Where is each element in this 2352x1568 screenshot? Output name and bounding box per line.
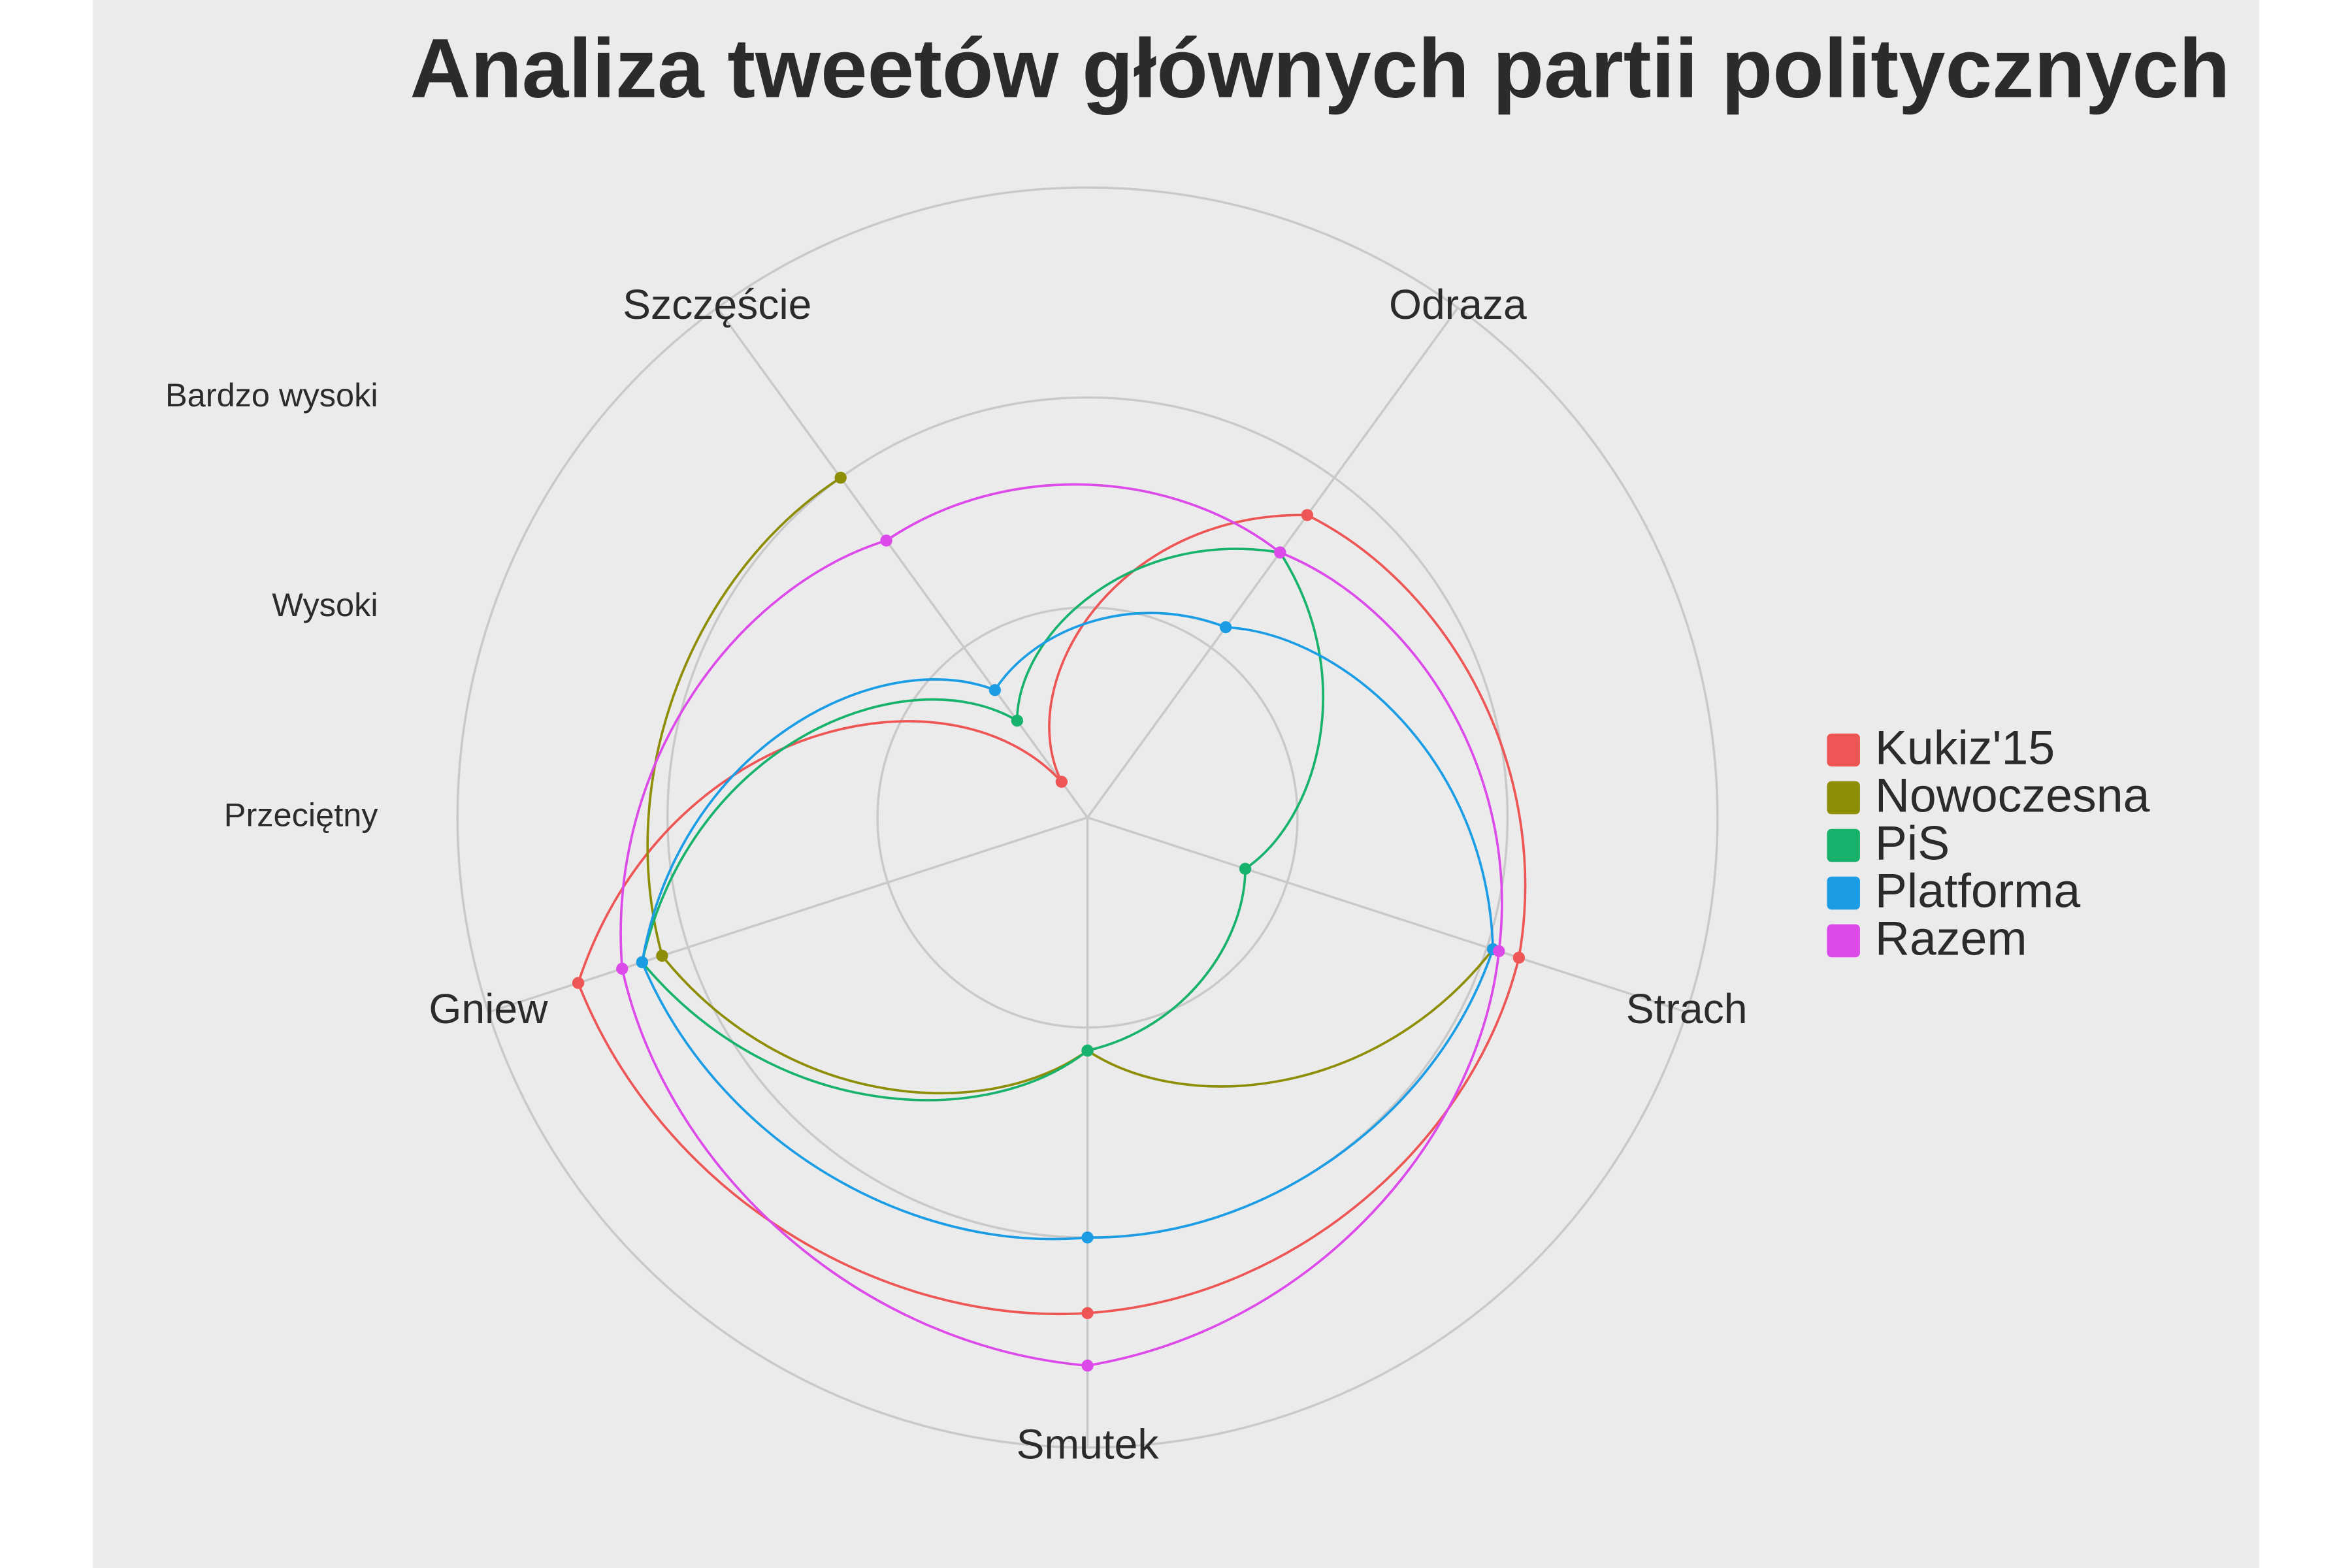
data-point	[988, 684, 1002, 696]
legend-label: Nowoczesna	[1875, 768, 2150, 823]
legend-key	[1827, 876, 1860, 910]
legend-key	[1827, 733, 1860, 767]
data-point	[1274, 546, 1286, 559]
data-point	[880, 534, 892, 547]
legend-key	[1827, 781, 1860, 815]
data-point	[616, 962, 629, 975]
legend-label: PiS	[1875, 816, 1950, 870]
data-point	[1239, 862, 1252, 875]
data-point	[656, 949, 668, 962]
outer-ring	[456, 186, 1719, 1449]
closing-segment	[1048, 514, 1307, 783]
data-point	[1219, 621, 1232, 634]
series-line	[640, 626, 1494, 1241]
axis-spoke	[1086, 307, 1459, 819]
y-tick-label: Przeciętny	[224, 796, 379, 834]
data-point	[1055, 776, 1068, 788]
category-label: Odraza	[1389, 281, 1527, 328]
legend-label: Razem	[1875, 911, 2027, 966]
data-point	[1301, 509, 1314, 521]
data-point	[1011, 714, 1024, 727]
data-point	[1081, 1044, 1094, 1057]
closing-segment	[1016, 547, 1281, 721]
legend-key	[1827, 828, 1860, 862]
series-line	[646, 476, 1494, 1095]
axis-spoke	[716, 307, 1088, 819]
legend-key	[1827, 924, 1860, 958]
category-label: Strach	[1626, 985, 1748, 1032]
category-label: Szczęście	[623, 281, 811, 328]
closing-segment	[885, 483, 1281, 554]
chart-title: Analiza tweetów głównych partii politycz…	[410, 22, 2230, 116]
data-point	[1081, 1360, 1094, 1372]
data-point	[636, 956, 649, 968]
axis-spoke	[1087, 816, 1688, 1013]
category-label: Smutek	[1017, 1421, 1160, 1468]
data-point	[572, 977, 585, 989]
legend-label: Kukiz'15	[1875, 721, 2055, 775]
legend-label: Platforma	[1875, 864, 2080, 918]
y-tick-label: Bardzo wysoki	[165, 376, 378, 414]
panel-background	[93, 0, 2259, 1568]
data-point	[1493, 945, 1505, 958]
axis-spoke	[487, 816, 1088, 1013]
data-point	[1512, 951, 1526, 964]
closing-segment	[994, 612, 1226, 691]
series-line	[640, 551, 1324, 1102]
category-label: Gniew	[429, 985, 548, 1032]
data-point	[834, 472, 847, 484]
data-point	[1081, 1231, 1094, 1244]
data-point	[1081, 1307, 1094, 1320]
y-tick-label: Wysoki	[272, 586, 378, 623]
